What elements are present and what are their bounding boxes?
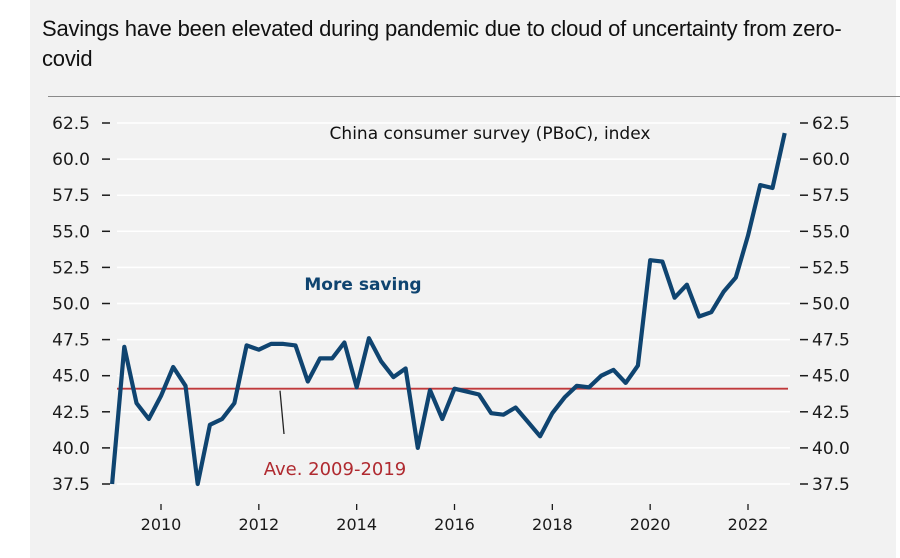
y-tick-label-left: 55.0	[52, 222, 90, 242]
y-tick-label-right: 55.0	[812, 222, 850, 242]
y-tick-label-left: 45.0	[52, 367, 90, 387]
y-tick-label-right: 60.0	[812, 150, 850, 170]
y-tick-label-right: 47.5	[812, 331, 850, 351]
more-saving-label: More saving	[304, 275, 421, 295]
y-tick-label-right: 52.5	[812, 258, 850, 278]
average-pointer-line	[279, 390, 285, 435]
y-tick-label-left: 52.5	[52, 258, 90, 278]
x-tick-label: 2010	[141, 515, 182, 534]
y-tick-label-right: 42.5	[812, 403, 850, 423]
y-tick-label-right: 62.5	[812, 114, 850, 134]
y-tick-label-left: 40.0	[52, 439, 90, 459]
y-tick-label-right: 45.0	[812, 367, 850, 387]
y-tick-label-right: 50.0	[812, 295, 850, 315]
y-tick-label-left: 60.0	[52, 150, 90, 170]
y-tick-label-left: 37.5	[52, 475, 90, 495]
average-label: Ave. 2009-2019	[264, 459, 407, 480]
x-tick-label: 2022	[728, 515, 769, 534]
y-tick-label-right: 40.0	[812, 439, 850, 459]
y-axis-right: 62.5 60.0 57.5 55.0 52.5 50.0 47.5 45.0 42.5 40.0…	[800, 114, 850, 495]
y-tick-label-right: 37.5	[812, 475, 850, 495]
y-tick-label-right: 57.5	[812, 186, 850, 206]
x-tick-label: 2018	[532, 515, 573, 534]
x-tick-label: 2014	[336, 515, 377, 534]
x-tick-label: 2016	[434, 515, 475, 534]
x-tick-label: 2020	[630, 515, 671, 534]
gridlines	[117, 122, 790, 485]
chart-panel: Savings have been elevated during pandem…	[30, 0, 900, 558]
y-axis-left: 62.5 60.0 57.5 55.0 52.5 50.0 47.5 45.0 42.5 40.0…	[52, 114, 110, 495]
y-tick-label-left: 42.5	[52, 403, 90, 423]
series-line	[110, 132, 787, 487]
y-tick-label-left: 50.0	[52, 295, 90, 315]
y-tick-label-left: 47.5	[52, 331, 90, 351]
x-axis: 2010 2012 2014 2016 2018 2020 2022	[141, 504, 769, 534]
x-tick-label: 2012	[238, 515, 279, 534]
title-divider	[48, 96, 900, 97]
chart-title: Savings have been elevated during pandem…	[42, 16, 842, 71]
y-tick-label-left: 62.5	[52, 114, 90, 134]
y-tick-label-left: 57.5	[52, 186, 90, 206]
series-points	[112, 133, 785, 484]
series-label: China consumer survey (PBoC), index	[330, 124, 651, 144]
